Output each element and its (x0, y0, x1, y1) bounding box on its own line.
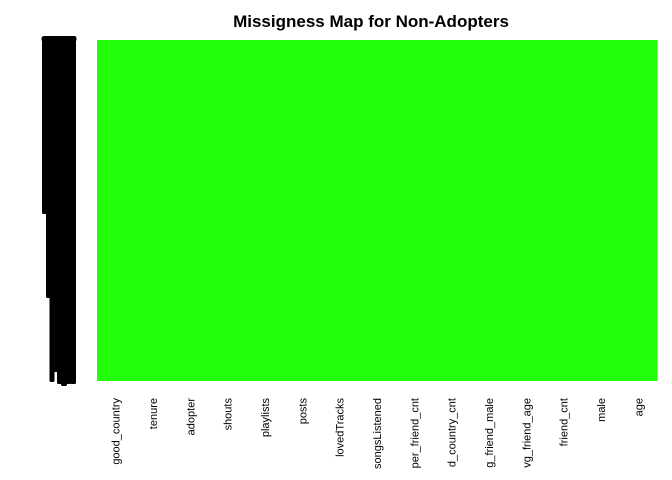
observed-cell-friend_cnt (545, 40, 583, 381)
x-tick-label-playlists: playlists (260, 398, 272, 438)
x-tick-label-subscriber_friend_cnt: per_friend_cnt (409, 398, 421, 468)
observed-cell-playlists (246, 40, 285, 381)
observed-cell-male (582, 40, 621, 381)
observed-cell-adopter (171, 40, 210, 381)
x-tick-label-posts: posts (297, 398, 309, 425)
x-tick-label-good_country: good_country (111, 398, 123, 465)
row-label-cap-7 (69, 36, 77, 42)
observed-cell-friend_country_cnt (433, 40, 471, 381)
row-label-stroke-8 (70, 36, 76, 384)
x-axis-tick-labels: good_country tenure adopter shouts playlists… (111, 398, 646, 469)
observed-cell-age (619, 40, 658, 381)
observed-cell-posts (283, 40, 322, 381)
observed-cell-songsListened (358, 40, 397, 381)
x-tick-label-lovedTracks: lovedTracks (335, 398, 347, 457)
observed-cell-avg_friend_age (507, 40, 546, 381)
chart-title: Missigness Map for Non-Adopters (233, 12, 509, 31)
observed-cell-tenure (134, 40, 173, 381)
row-label-cap-2 (45, 36, 53, 42)
x-tick-label-friend_country_cnt: d_country_cnt (447, 398, 459, 467)
x-tick-label-friend_cnt: friend_cnt (559, 398, 571, 446)
observed-cell-good_country (97, 40, 135, 381)
x-tick-label-shouts: shouts (223, 398, 235, 431)
observed-cell-avg_friend_male (470, 40, 509, 381)
observed-cell-subscriber_friend_cnt (395, 40, 434, 381)
heatmap-cells (97, 40, 658, 381)
x-tick-label-adopter: adopter (185, 398, 197, 436)
x-tick-label-avg_friend_male: g_friend_male (484, 398, 496, 468)
x-tick-label-male: male (596, 398, 608, 422)
observed-cell-shouts (209, 40, 247, 381)
x-tick-label-avg_friend_age: vg_friend_age (521, 398, 533, 468)
row-labels (41, 36, 77, 386)
observed-cell-lovedTracks (321, 40, 359, 381)
x-tick-label-age: age (633, 398, 645, 416)
x-tick-label-tenure: tenure (148, 398, 160, 429)
x-tick-label-songsListened: songsListened (372, 398, 384, 469)
row-label-stroke-7 (65, 36, 71, 384)
